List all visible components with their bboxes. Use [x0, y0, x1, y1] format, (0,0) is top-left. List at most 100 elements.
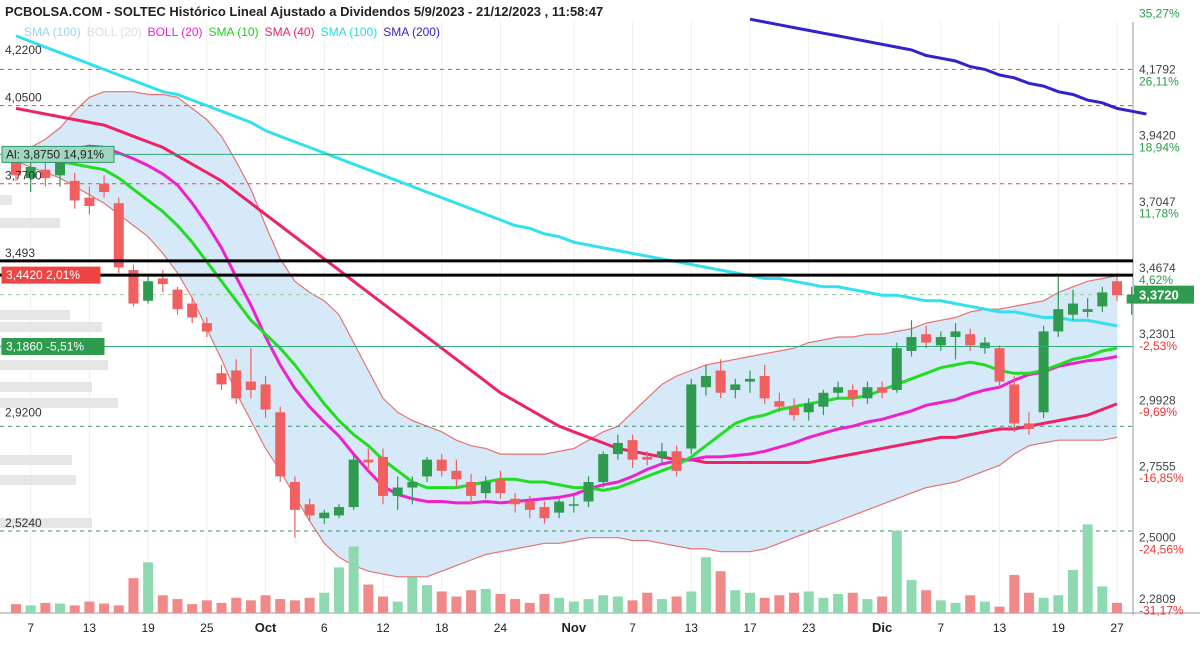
volume-bar — [128, 578, 139, 613]
right-price-label: 3,4674 — [1139, 261, 1176, 275]
volume-bar — [1038, 597, 1049, 613]
legend-entry[interactable]: SMA (100) — [24, 25, 81, 39]
candle — [539, 501, 550, 524]
volume-bar — [275, 599, 286, 613]
candle-body — [216, 373, 227, 385]
candle-body — [524, 501, 535, 510]
candle-body — [583, 481, 594, 502]
volume-profile-bar — [0, 475, 76, 485]
candle — [1053, 275, 1064, 338]
volume-bar — [11, 604, 21, 613]
volume-profile-bar — [0, 455, 72, 465]
candle — [656, 442, 667, 466]
candle-body — [466, 481, 477, 496]
candle — [642, 451, 653, 466]
right-pct-label: 26,11% — [1139, 74, 1179, 88]
sma200-line — [749, 17, 1147, 116]
right-pct-label: 4,62% — [1139, 273, 1173, 287]
legend-entry[interactable]: SMA (40) — [264, 25, 315, 39]
candle-body — [803, 403, 814, 413]
level-box-label: 3,1860 -5,51% — [6, 339, 84, 353]
volume-bar — [1067, 569, 1078, 613]
volume-bar — [201, 600, 212, 613]
volume-bar — [847, 592, 858, 613]
candle-body — [950, 331, 961, 338]
left-price-label: 2,9200 — [5, 406, 42, 420]
volume-bar — [231, 597, 242, 613]
x-tick-label: Dic — [872, 620, 892, 635]
volume-bar — [583, 599, 594, 613]
legend-entry[interactable]: SMA (10) — [208, 25, 259, 39]
volume-bar — [495, 594, 506, 613]
candle — [319, 509, 330, 524]
candle — [583, 476, 594, 508]
candle — [69, 172, 80, 209]
x-tick-label: Nov — [562, 620, 587, 635]
indicator-legend: SMA (100) BOLL (20) BOLL (20) SMA (10) SMA (… — [24, 25, 446, 39]
volume-bar — [99, 603, 110, 613]
candle — [231, 359, 242, 404]
legend-entry[interactable]: BOLL (20) — [86, 25, 142, 39]
candle-body — [774, 401, 785, 407]
volume-bar — [510, 599, 521, 613]
candle-body — [392, 487, 403, 496]
candle — [1067, 289, 1078, 321]
candle — [260, 376, 271, 418]
candle-body — [1053, 309, 1064, 332]
candle — [480, 476, 491, 499]
candle-body — [759, 376, 770, 399]
candle-body — [40, 169, 51, 179]
candle-body — [84, 197, 95, 206]
volume-bar — [759, 597, 770, 613]
candle — [730, 378, 741, 399]
legend-entry[interactable]: SMA (200) — [383, 25, 440, 39]
candle — [451, 459, 462, 488]
candle — [143, 275, 154, 304]
legend-entry[interactable]: SMA (100) — [320, 25, 378, 39]
candle-body — [319, 512, 330, 519]
right-pct-label: 35,27% — [1139, 7, 1180, 21]
x-tick-label: 7 — [937, 621, 944, 635]
candle-body — [921, 334, 932, 343]
candle-body — [231, 370, 242, 399]
volume-bar — [627, 600, 638, 613]
volume-bar — [745, 592, 755, 613]
legend-entry[interactable]: BOLL (20) — [147, 25, 203, 39]
candle — [862, 381, 873, 404]
right-price-label: 2,5000 — [1139, 531, 1176, 545]
candle — [392, 476, 403, 510]
candle-body — [906, 337, 917, 351]
candle-body — [99, 183, 110, 193]
volume-bar — [979, 601, 990, 613]
candle — [891, 342, 902, 393]
candle-body — [143, 281, 154, 301]
candle — [759, 364, 770, 404]
right-price-label: 2,9928 — [1139, 393, 1176, 407]
right-pct-label: -9,69% — [1139, 405, 1177, 419]
candle-body — [539, 507, 550, 519]
volume-profile-bar — [0, 195, 12, 205]
candle — [187, 297, 198, 324]
candle-body — [260, 384, 271, 410]
candle-body — [627, 440, 638, 460]
candle — [1097, 286, 1108, 312]
candle — [1009, 376, 1020, 432]
candle-body — [363, 459, 374, 463]
candle-body — [407, 481, 418, 488]
candle — [979, 337, 990, 354]
left-price-label: 4,2200 — [5, 43, 42, 57]
candle — [935, 331, 946, 351]
level-box-label: Al: 3,8750 14,91% — [6, 147, 104, 161]
candle-body — [480, 481, 491, 494]
candle-body — [642, 456, 653, 460]
candle-body — [935, 337, 946, 346]
candle — [216, 364, 227, 390]
volume-bar — [333, 567, 344, 613]
candle — [1112, 272, 1122, 301]
candle — [407, 476, 418, 505]
candle-body — [847, 389, 858, 399]
candle — [994, 345, 1005, 388]
x-tick-label: 27 — [1110, 621, 1124, 635]
candle — [568, 495, 579, 513]
